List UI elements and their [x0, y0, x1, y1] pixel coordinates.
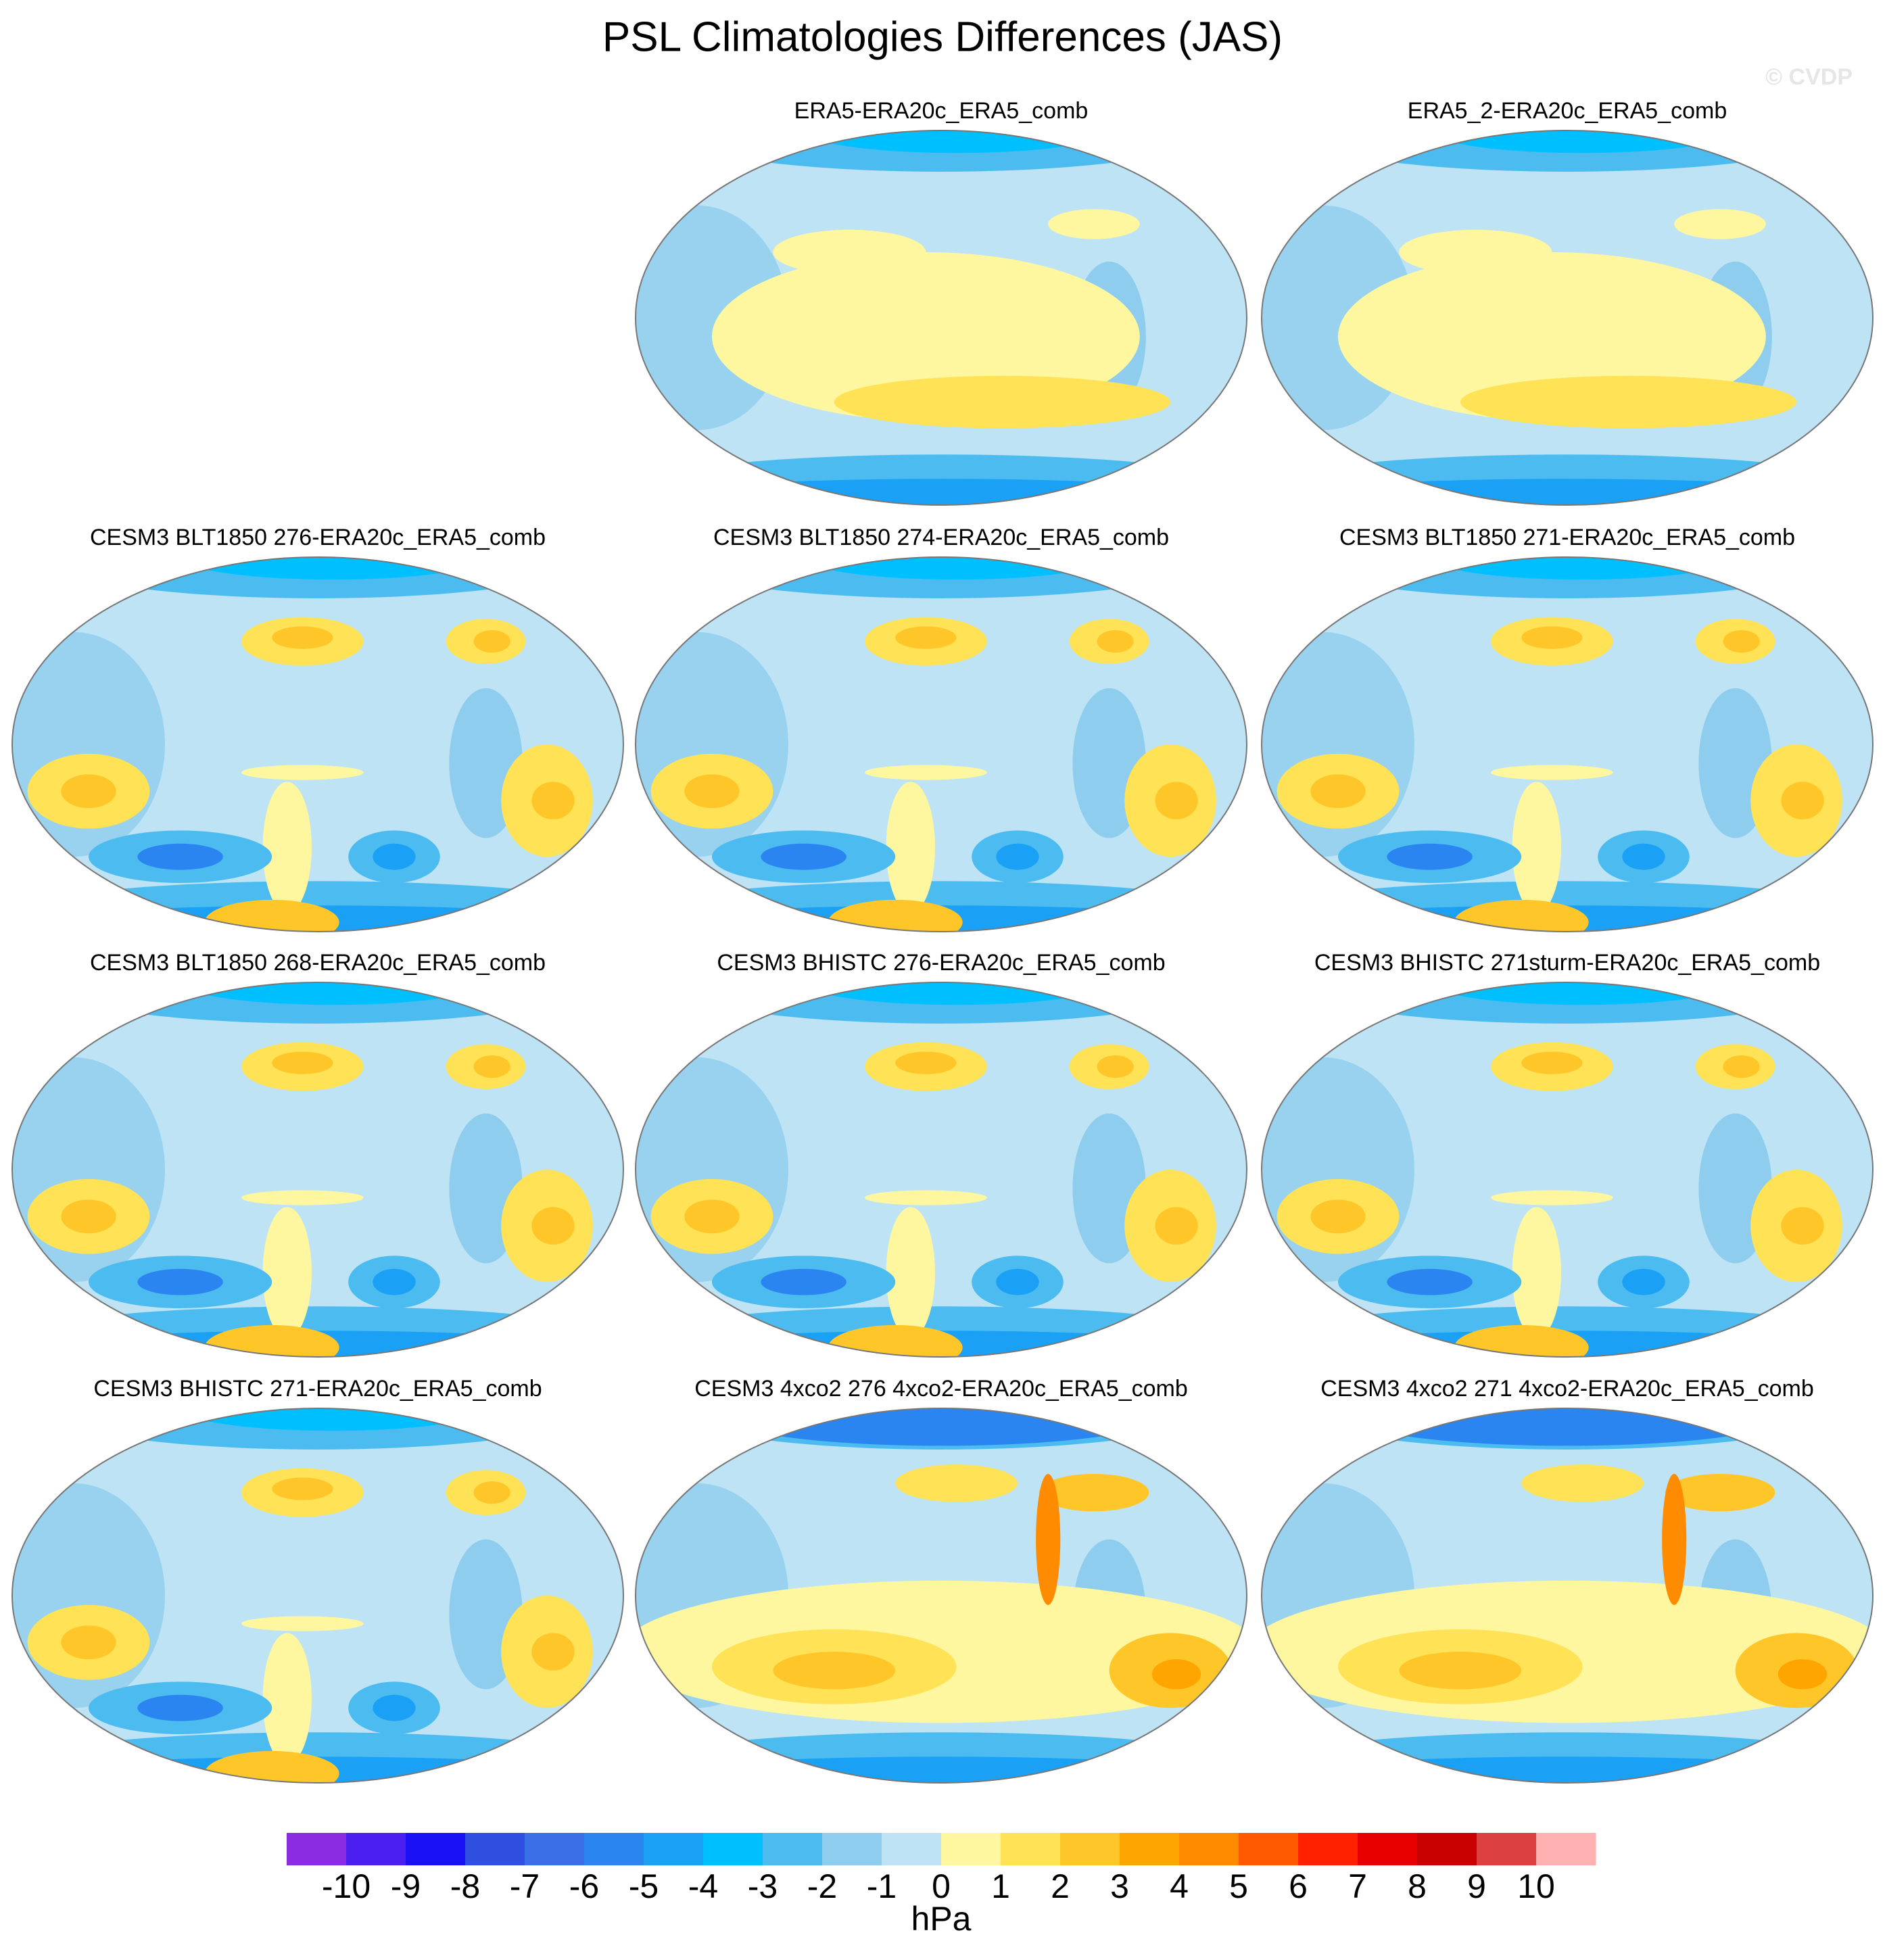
map-outline [1261, 982, 1874, 1358]
colorbar-label: 9 [1467, 1867, 1486, 1905]
map-outline [11, 982, 624, 1358]
map [1262, 982, 1873, 1357]
map [1262, 1408, 1873, 1783]
map-outline [635, 982, 1247, 1358]
colorbar-label: 3 [1110, 1867, 1129, 1905]
map [636, 982, 1247, 1357]
colorbar-label: -9 [391, 1867, 421, 1905]
map [1262, 557, 1873, 932]
colorbar-box [644, 1833, 704, 1865]
panel-title: CESM3 BLT1850 276-ERA20c_ERA5_comb [90, 525, 546, 550]
panel-title: ERA5_2-ERA20c_ERA5_comb [1408, 98, 1727, 124]
panel-title: CESM3 BHISTC 271-ERA20c_ERA5_comb [93, 1376, 542, 1402]
panel-title: CESM3 BHISTC 271sturm-ERA20c_ERA5_comb [1314, 950, 1820, 976]
colorbar-box [822, 1833, 882, 1865]
map-outline [635, 556, 1247, 932]
colorbar-box [1179, 1833, 1239, 1865]
colorbar-box [941, 1833, 1001, 1865]
colorbar-box [882, 1833, 942, 1865]
colorbar-label: 4 [1170, 1867, 1189, 1905]
colorbar-units: hPa [911, 1900, 972, 1938]
map-outline [635, 130, 1247, 506]
colorbar-label: -8 [450, 1867, 480, 1905]
map-outline [11, 1408, 624, 1784]
colorbar-label: 6 [1289, 1867, 1308, 1905]
colorbar-box [1239, 1833, 1299, 1865]
figure-title: PSL Climatologies Differences (JAS) [602, 14, 1283, 60]
panel-title: CESM3 BLT1850 271-ERA20c_ERA5_comb [1339, 525, 1795, 550]
colorbar-label: -4 [688, 1867, 718, 1905]
map-outline [1261, 556, 1874, 932]
panel-title: CESM3 BLT1850 268-ERA20c_ERA5_comb [90, 950, 546, 976]
panel-title: CESM3 BLT1850 274-ERA20c_ERA5_comb [713, 525, 1169, 550]
panel-title: CESM3 4xco2 276 4xco2-ERA20c_ERA5_comb [694, 1376, 1188, 1402]
panel-title: CESM3 BHISTC 276-ERA20c_ERA5_comb [717, 950, 1165, 976]
colorbar-label: -6 [569, 1867, 599, 1905]
map [636, 130, 1247, 505]
colorbar-box [1358, 1833, 1418, 1865]
map [636, 557, 1247, 932]
map-outline [635, 1408, 1247, 1784]
colorbar-box [1477, 1833, 1537, 1865]
colorbar-label: -1 [867, 1867, 897, 1905]
colorbar-label: 2 [1051, 1867, 1070, 1905]
colorbar-box [584, 1833, 644, 1865]
map [12, 1408, 623, 1783]
colorbar-label: 10 [1517, 1867, 1555, 1905]
colorbar-box [763, 1833, 823, 1865]
colorbar-label: 0 [932, 1867, 951, 1905]
colorbar-box [1298, 1833, 1358, 1865]
colorbar-label: 8 [1408, 1867, 1427, 1905]
colorbar-box [1417, 1833, 1477, 1865]
map-outline [1261, 130, 1874, 506]
map-outline [1261, 1408, 1874, 1784]
colorbar-box [287, 1833, 347, 1865]
map [1262, 130, 1873, 505]
colorbar-label: -2 [807, 1867, 837, 1905]
colorbar-label: 5 [1229, 1867, 1248, 1905]
colorbar-label: -5 [629, 1867, 659, 1905]
colorbar-box [465, 1833, 525, 1865]
colorbar-box [406, 1833, 466, 1865]
colorbar-label: -10 [322, 1867, 371, 1905]
panel-title: ERA5-ERA20c_ERA5_comb [794, 98, 1089, 124]
colorbar-box [346, 1833, 406, 1865]
colorbar-label: 1 [991, 1867, 1010, 1905]
colorbar-box [1120, 1833, 1180, 1865]
colorbar-box [1001, 1833, 1061, 1865]
map [12, 557, 623, 932]
map [636, 1408, 1247, 1783]
map [12, 982, 623, 1357]
panel-title: CESM3 4xco2 271 4xco2-ERA20c_ERA5_comb [1320, 1376, 1814, 1402]
colorbar-box [1060, 1833, 1120, 1865]
colorbar-label: 7 [1348, 1867, 1367, 1905]
colorbar-label: -3 [748, 1867, 778, 1905]
watermark: © CVDP [1765, 64, 1853, 90]
colorbar-box [1536, 1833, 1596, 1865]
colorbar-box [525, 1833, 585, 1865]
map-outline [11, 556, 624, 932]
colorbar-label: -7 [510, 1867, 540, 1905]
colorbar-box [703, 1833, 763, 1865]
